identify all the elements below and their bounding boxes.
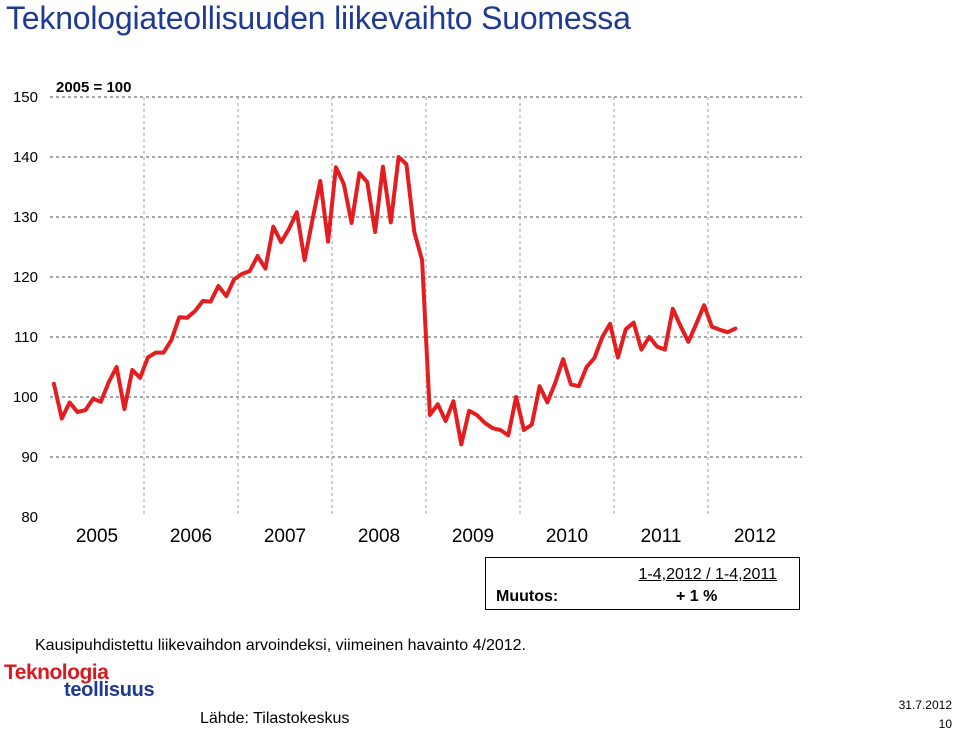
- y-tick-label: 100: [13, 389, 38, 406]
- series-line-0: [51, 155, 738, 447]
- y-tick-label: 150: [13, 89, 38, 106]
- logo-line2: teollisuus: [64, 679, 155, 701]
- x-tick-label-2009: 2009: [452, 526, 494, 547]
- x-axis-tick-labels: 2005 2006 2007 2008 2009 2010 2011 2012: [76, 526, 776, 547]
- page-number: 10: [938, 717, 952, 731]
- teknologiateollisuus-logo: Teknologia teollisuus: [4, 661, 174, 701]
- y-axis-tick-labels: 150 140 130 120 110 100 90 80: [13, 89, 38, 526]
- page-title: Teknologiateollisuuden liikevaihto Suome…: [6, 0, 631, 36]
- y-tick-label: 90: [21, 449, 38, 466]
- x-tick-label-2005: 2005: [76, 526, 118, 547]
- date: 31.7.2012: [898, 698, 952, 712]
- x-tick-label-2006: 2006: [170, 526, 212, 547]
- y-tick-label: 140: [13, 149, 38, 166]
- y-tick-label: 80: [21, 509, 38, 526]
- base-label: 2005 = 100: [56, 79, 132, 96]
- change-value: + 1 %: [676, 588, 718, 605]
- horizontal-gridlines: [50, 96, 802, 458]
- change-period: 1-4,2012 / 1-4,2011: [638, 566, 777, 583]
- change-label: Muutos:: [496, 588, 559, 605]
- x-tick-label-2008: 2008: [358, 526, 400, 547]
- series-layer: [51, 155, 738, 447]
- y-tick-label: 130: [13, 209, 38, 226]
- change-box: 1-4,2012 / 1-4,2011 Muutos: + 1 %: [485, 557, 800, 610]
- x-tick-label-2011: 2011: [641, 526, 682, 547]
- footnote: Kausipuhdistettu liikevaihdon arvoindeks…: [35, 637, 526, 654]
- logo-line1: Teknologia: [4, 661, 109, 684]
- x-tick-label-2010: 2010: [546, 526, 588, 547]
- y-tick-label: 120: [13, 269, 38, 286]
- x-tick-label-2007: 2007: [264, 526, 306, 547]
- source-note: Lähde: Tilastokeskus: [200, 710, 350, 727]
- y-tick-label: 110: [14, 329, 38, 346]
- vertical-gridlines: [143, 97, 709, 517]
- x-tick-label-2012: 2012: [734, 526, 776, 547]
